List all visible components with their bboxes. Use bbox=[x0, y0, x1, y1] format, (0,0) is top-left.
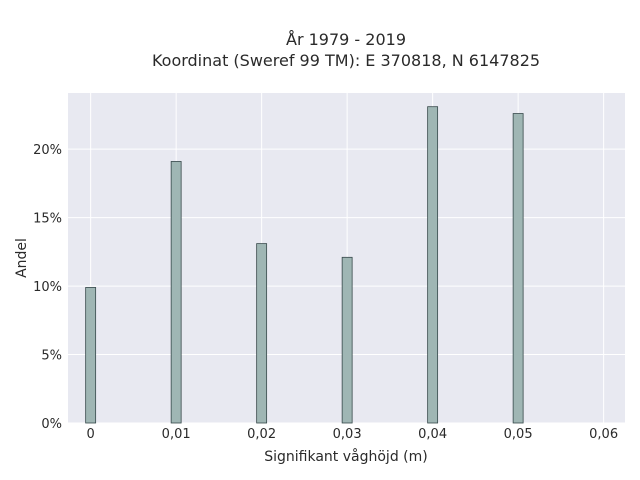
x-tick-label: 0,02 bbox=[247, 427, 276, 442]
x-tick-label: 0,06 bbox=[589, 427, 618, 442]
x-tick-label: 0 bbox=[87, 427, 95, 442]
y-tick-label: 15% bbox=[33, 212, 62, 227]
x-tick-label: 0,04 bbox=[418, 427, 447, 442]
bar bbox=[341, 256, 353, 424]
chart-title-line1: År 1979 - 2019 bbox=[286, 30, 406, 49]
x-tick-label: 0,01 bbox=[162, 427, 191, 442]
y-axis-label: Andel bbox=[14, 238, 30, 278]
chart-title-line2: Koordinat (Sweref 99 TM): E 370818, N 61… bbox=[152, 51, 540, 70]
x-tick-label: 0,05 bbox=[504, 427, 533, 442]
bar bbox=[170, 161, 182, 424]
x-tick-label: 0,03 bbox=[333, 427, 362, 442]
bar bbox=[512, 113, 524, 424]
bar bbox=[427, 106, 439, 424]
bar bbox=[256, 243, 268, 424]
y-tick-label: 0% bbox=[41, 417, 62, 432]
x-axis-ticks: 0 0,01 0,02 0,03 0,04 0,05 0,06 bbox=[87, 427, 619, 442]
y-tick-label: 20% bbox=[33, 143, 62, 158]
y-tick-label: 10% bbox=[33, 280, 62, 295]
bar bbox=[85, 287, 97, 424]
x-axis-label: Signifikant våghöjd (m) bbox=[264, 448, 427, 465]
bars-group bbox=[85, 106, 524, 424]
y-axis-ticks: 0% 5% 10% 15% 20% bbox=[33, 143, 62, 432]
y-tick-label: 5% bbox=[41, 349, 62, 364]
